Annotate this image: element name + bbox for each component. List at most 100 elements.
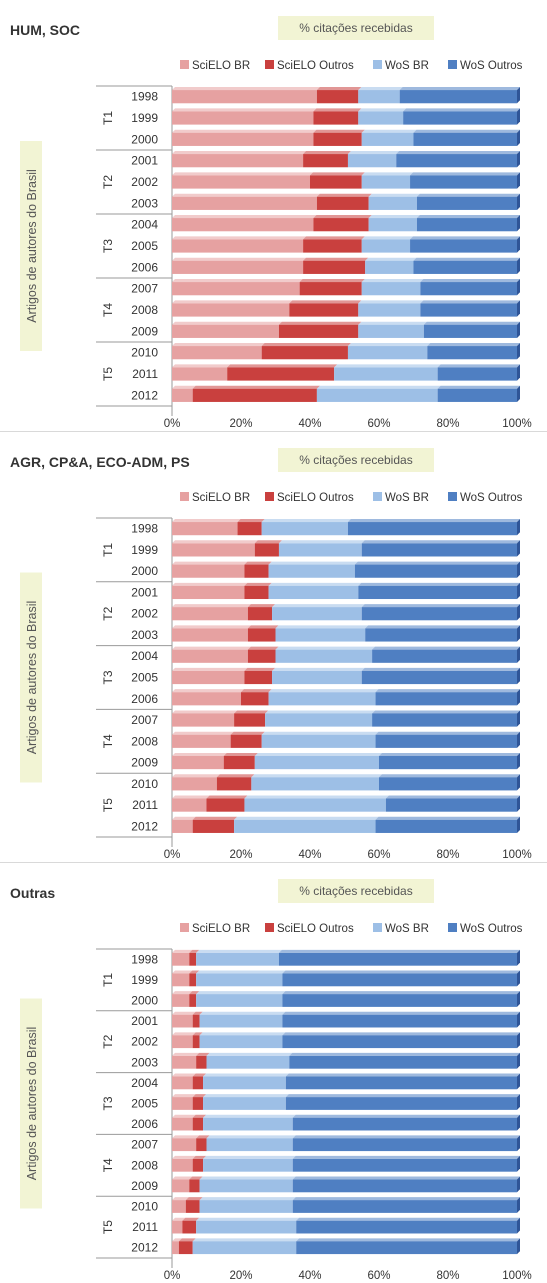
- bar-top-face: [316, 193, 372, 197]
- bar-top-face: [189, 1176, 203, 1180]
- bar: [410, 239, 517, 253]
- y-tick-label: 2009: [131, 1179, 158, 1193]
- bar-segment: [172, 949, 193, 966]
- bar-segment: [172, 364, 231, 381]
- y-tick-label: 2002: [131, 1035, 158, 1049]
- bar-segment: [237, 519, 265, 536]
- y-axis-title-box: [20, 572, 42, 783]
- bar-side-face: [517, 1032, 520, 1049]
- bar-top-face: [372, 646, 520, 650]
- bar: [268, 564, 355, 578]
- bar-segment: [361, 540, 520, 557]
- bar-top-face: [185, 1197, 203, 1201]
- bar: [172, 798, 207, 812]
- bar-top-face: [372, 710, 520, 714]
- bar-segment: [192, 1032, 203, 1049]
- bar-segment: [361, 667, 520, 685]
- bar-top-face: [399, 87, 520, 91]
- bar-segment: [261, 731, 379, 748]
- bar-segment: [303, 257, 369, 274]
- bar: [172, 670, 245, 685]
- x-tick-label: 60%: [367, 849, 390, 861]
- bar: [189, 952, 197, 966]
- bar-top-face: [172, 795, 210, 799]
- bar: [230, 734, 262, 748]
- bar: [437, 367, 517, 381]
- bar-top-face: [241, 689, 272, 693]
- legend: SciELO BR SciELO Outros WoS BR WoS Outros: [180, 923, 523, 935]
- bar-top-face: [413, 257, 520, 261]
- bar-segment: [196, 1217, 300, 1234]
- bar-top-face: [172, 364, 231, 368]
- bar-side-face: [517, 604, 520, 621]
- bar: [375, 819, 517, 833]
- bar: [206, 1055, 290, 1069]
- bar-top-face: [261, 519, 351, 523]
- bar-segment: [372, 710, 520, 727]
- bar-segment: [192, 1238, 300, 1255]
- bar-segment: [427, 343, 520, 360]
- legend-label: WoS Outros: [460, 60, 523, 72]
- bar: [172, 388, 193, 402]
- bar-segment: [399, 87, 520, 104]
- bar: [192, 1117, 204, 1131]
- bar-top-face: [172, 321, 282, 325]
- bar: [303, 239, 362, 253]
- bar-top-face: [199, 1032, 286, 1036]
- bar: [172, 1117, 193, 1131]
- bar: [292, 1158, 517, 1172]
- bar-side-face: [517, 667, 520, 685]
- bar-side-face: [517, 731, 520, 748]
- bar-top-face: [172, 236, 307, 240]
- bar: [192, 1097, 204, 1110]
- group-label: T5: [101, 798, 115, 812]
- bar-top-face: [361, 129, 417, 133]
- bar-top-face: [416, 215, 520, 219]
- x-tick-label: 40%: [298, 1270, 321, 1282]
- y-tick-label: 2004: [131, 1076, 158, 1090]
- legend-swatch: [448, 923, 457, 932]
- bar: [268, 585, 359, 600]
- bar: [379, 755, 517, 770]
- bar-segment: [251, 774, 382, 791]
- bar-segment: [172, 129, 317, 146]
- bar: [292, 1200, 517, 1213]
- group-label: T4: [101, 303, 115, 317]
- legend-label: SciELO BR: [192, 923, 250, 935]
- y-tick-label: 2008: [131, 734, 158, 748]
- bar-top-face: [172, 582, 248, 586]
- bar-segment: [172, 625, 251, 642]
- y-tick-label: 2001: [131, 585, 158, 599]
- y-tick-label: 2006: [131, 1117, 158, 1131]
- y-axis-title-group: Artigos de autores do Brasil: [20, 572, 42, 783]
- bar-segment: [296, 1238, 520, 1255]
- bar: [268, 692, 376, 706]
- bar: [285, 1076, 517, 1090]
- legend-label: SciELO Outros: [277, 923, 354, 935]
- bar: [172, 1158, 193, 1172]
- bar-top-face: [172, 519, 241, 523]
- bar-segment: [361, 279, 424, 296]
- bar-segment: [313, 108, 362, 125]
- bar-segment: [316, 87, 362, 104]
- bar-segment: [379, 774, 520, 791]
- bar-top-face: [282, 991, 520, 995]
- bar: [172, 239, 304, 253]
- bar-side-face: [517, 279, 520, 296]
- bar: [196, 952, 279, 966]
- bar-side-face: [517, 949, 520, 966]
- bar-top-face: [172, 1073, 196, 1077]
- bar-segment: [172, 816, 196, 833]
- bar-top-face: [203, 1114, 296, 1118]
- legend-swatch: [180, 60, 189, 69]
- bar-top-face: [192, 1011, 203, 1015]
- bar-segment: [203, 1155, 296, 1172]
- bar: [278, 543, 362, 557]
- bar: [172, 755, 224, 770]
- bar: [282, 1014, 517, 1028]
- bar-segment: [216, 774, 255, 791]
- bar-segment: [358, 87, 403, 104]
- y-tick-label: 1999: [131, 973, 158, 987]
- bar: [199, 1200, 293, 1213]
- bar: [303, 154, 348, 168]
